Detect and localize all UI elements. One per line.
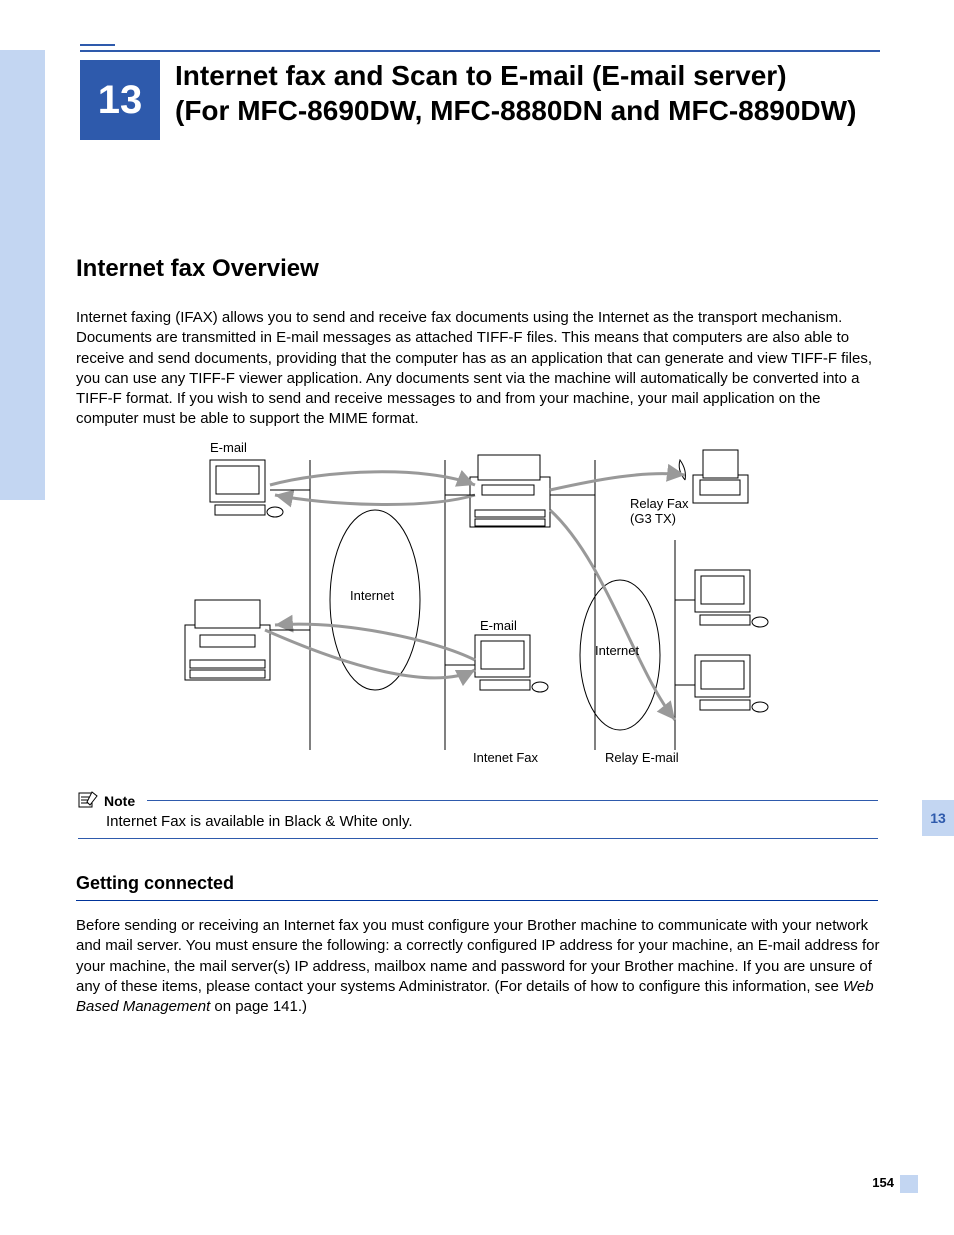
note-header: Note xyxy=(78,790,878,811)
side-tab-number: 13 xyxy=(930,810,946,826)
para2-post: on page 141.) xyxy=(210,998,307,1015)
diagram-svg xyxy=(175,440,795,770)
printer-icon xyxy=(185,600,270,680)
label-email-mid: E-mail xyxy=(480,618,517,633)
chapter-title: Internet fax and Scan to E-mail (E-mail … xyxy=(175,58,875,128)
page-number-bar xyxy=(900,1175,918,1193)
overview-paragraph: Internet faxing (IFAX) allows you to sen… xyxy=(76,308,881,430)
label-email-top: E-mail xyxy=(210,440,247,455)
pc-icon xyxy=(475,635,548,692)
chapter-number: 13 xyxy=(98,78,143,123)
chapter-number-box: 13 xyxy=(80,60,160,140)
chapter-title-line1: Internet fax and Scan to E-mail (E-mail … xyxy=(175,60,787,91)
pc-icon xyxy=(210,460,283,517)
ifax-diagram: E-mail Internet E-mail Internet Relay Fa… xyxy=(175,440,795,770)
label-relay-fax: Relay Fax (G3 TX) xyxy=(630,496,710,526)
side-chapter-tab: 13 xyxy=(922,800,954,836)
subsection-rule xyxy=(76,900,878,901)
label-internet-right: Internet xyxy=(595,643,639,658)
left-margin-bar xyxy=(0,50,45,500)
para2-pre: Before sending or receiving an Internet … xyxy=(76,917,879,995)
top-rule-short xyxy=(80,44,115,46)
note-icon xyxy=(78,790,98,811)
note-bottom-rule xyxy=(78,838,878,839)
pc-icon xyxy=(695,655,768,712)
note-block: Note Internet Fax is available in Black … xyxy=(78,790,878,839)
top-rule xyxy=(80,50,880,52)
page-number: 154 xyxy=(872,1175,894,1190)
section-heading: Internet fax Overview xyxy=(76,255,319,283)
label-internet-fax: Intenet Fax xyxy=(473,750,538,765)
note-top-rule xyxy=(147,800,878,801)
printer-icon xyxy=(470,455,550,527)
chapter-title-line2: (For MFC-8690DW, MFC-8880DN and MFC-8890… xyxy=(175,95,856,126)
pc-icon xyxy=(695,570,768,627)
note-label: Note xyxy=(104,793,135,809)
subsection-heading: Getting connected xyxy=(76,873,234,894)
label-internet-left: Internet xyxy=(350,588,394,603)
getting-connected-paragraph: Before sending or receiving an Internet … xyxy=(76,916,881,1017)
note-body: Internet Fax is available in Black & Whi… xyxy=(106,813,878,830)
label-relay-email: Relay E-mail xyxy=(605,750,679,765)
